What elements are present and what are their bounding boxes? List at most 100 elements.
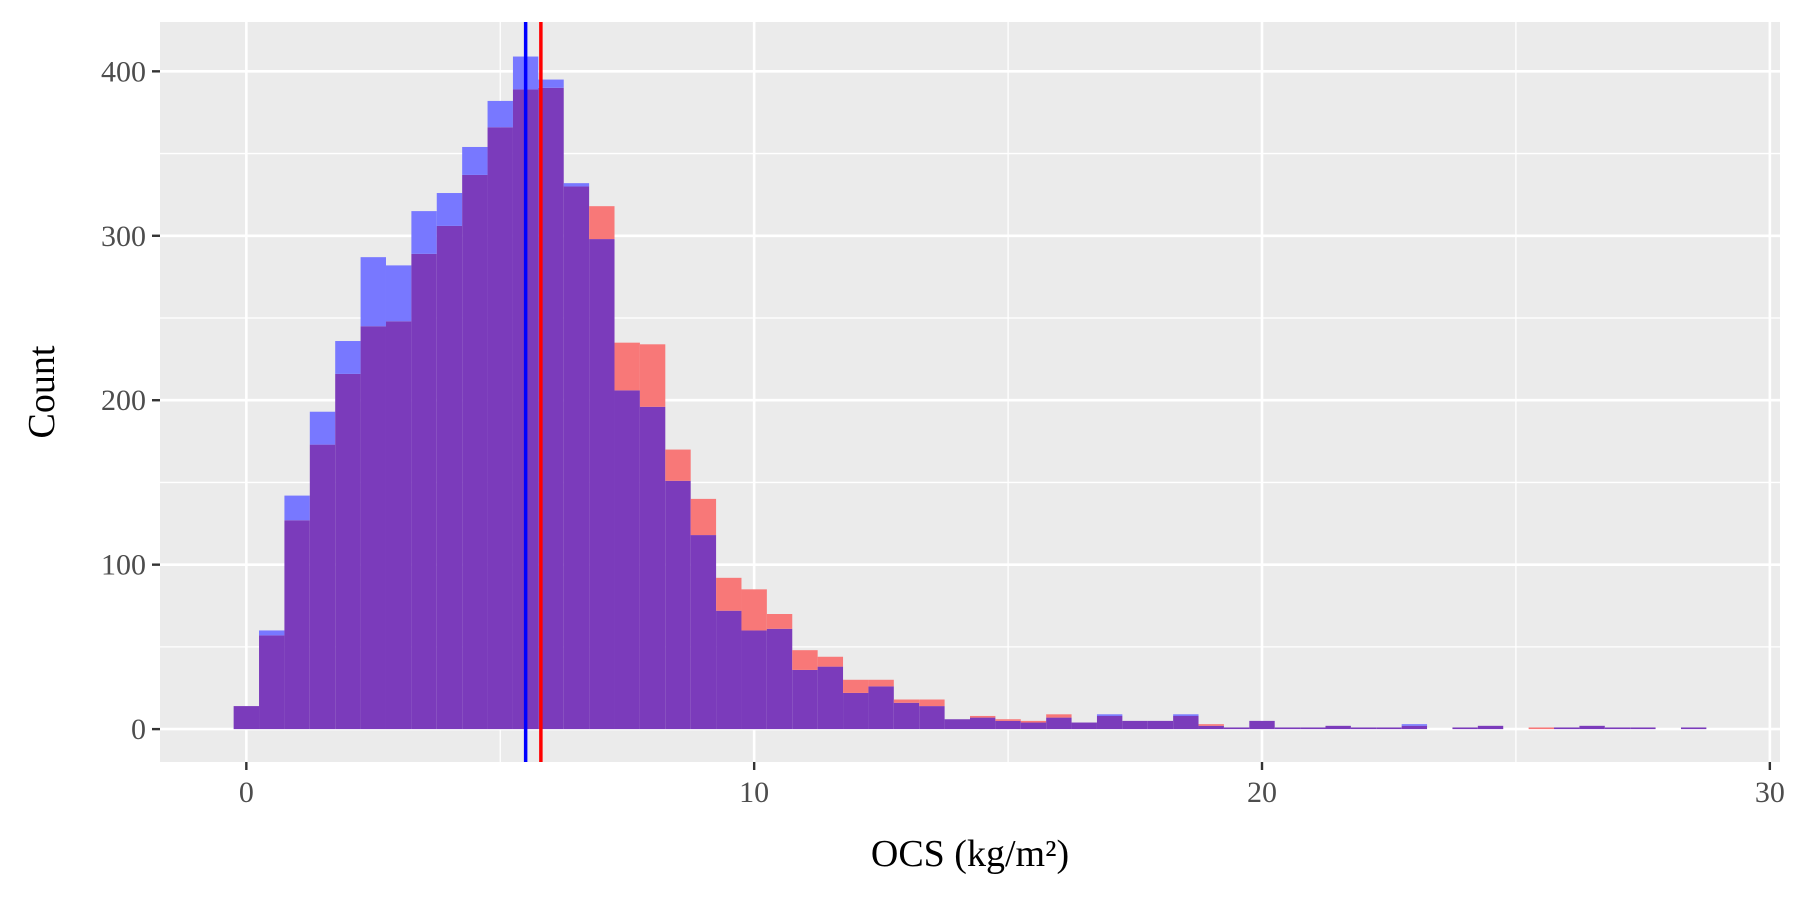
histogram-bar-overlap (766, 628, 793, 730)
histogram-bar-excess (1528, 727, 1555, 730)
histogram-bar-overlap (1300, 727, 1326, 730)
histogram-bar-excess (766, 614, 793, 629)
histogram-bar-overlap (1401, 725, 1428, 730)
histogram-bar-excess (817, 656, 844, 667)
histogram-bar-overlap (1122, 720, 1148, 730)
histogram-bar-overlap (614, 390, 640, 730)
histogram-bar-excess (970, 715, 996, 718)
y-tick-label: 0 (131, 713, 146, 746)
histogram-bar-overlap (1147, 720, 1174, 730)
x-axis-title: OCS (kg/m²) (871, 833, 1069, 875)
histogram-bar-overlap (944, 719, 970, 730)
histogram-bar-excess (259, 630, 285, 636)
histogram-bar-overlap (1376, 727, 1402, 730)
x-tick-label: 0 (239, 776, 254, 809)
histogram-bar-excess (893, 699, 920, 703)
histogram-bar-overlap (563, 186, 590, 730)
histogram-bar-excess (919, 699, 945, 707)
histogram-bar-overlap (639, 406, 666, 730)
histogram-bar-overlap (462, 174, 488, 730)
histogram-bar-excess (995, 719, 1021, 721)
histogram-bar-overlap (1630, 727, 1656, 730)
histogram-bar-excess (462, 146, 488, 175)
histogram-bar-overlap (1554, 727, 1580, 730)
histogram-bar-overlap (843, 692, 869, 730)
histogram-bar-excess (716, 577, 742, 611)
y-axis-title: Count (21, 345, 63, 438)
histogram-bar-overlap (1477, 725, 1504, 730)
histogram-bar-overlap (1071, 722, 1097, 730)
histogram-bar-excess (665, 449, 691, 481)
histogram-bar-excess (1020, 720, 1047, 723)
histogram-bar-overlap (741, 630, 767, 730)
histogram-bar-excess (335, 341, 361, 374)
histogram-bar-overlap (1173, 715, 1199, 730)
histogram-bar-excess (614, 342, 640, 391)
histogram-bar-excess (1096, 714, 1123, 716)
histogram-bar-excess (843, 679, 869, 693)
histogram-bar-overlap (970, 717, 996, 730)
histogram-bar-overlap (335, 373, 361, 730)
histogram-bar-overlap (665, 480, 691, 730)
histogram-bar-overlap (1274, 727, 1301, 730)
histogram-bar-excess (1046, 714, 1072, 718)
histogram-bar-overlap (309, 444, 336, 730)
histogram-bar-overlap (1680, 727, 1707, 730)
histogram-bar-overlap (1249, 720, 1275, 730)
histogram-bar-excess (792, 650, 818, 670)
histogram-bar-overlap (360, 326, 386, 730)
histogram-bar-excess (1401, 724, 1428, 726)
histogram-bar-excess (690, 498, 717, 536)
histogram-bar-overlap (716, 610, 742, 730)
histogram-bar-overlap (893, 702, 920, 730)
histogram-bar-overlap (1579, 725, 1605, 730)
histogram-bar-overlap (690, 535, 717, 730)
histogram-bar-overlap (1350, 727, 1377, 730)
histogram-bar-overlap (1325, 725, 1351, 730)
histogram-bar-overlap (259, 635, 285, 730)
histogram-bar-excess (436, 193, 463, 226)
histogram-bar-excess (868, 679, 894, 687)
histogram-bar-excess (360, 257, 386, 327)
histogram-bar-excess (589, 206, 615, 240)
x-tick-label: 20 (1247, 776, 1277, 809)
x-tick-label: 30 (1755, 776, 1785, 809)
histogram-bar-overlap (995, 720, 1021, 730)
histogram-bar-overlap (919, 706, 945, 730)
y-tick-label: 200 (101, 384, 146, 417)
histogram-bar-excess (639, 344, 666, 407)
histogram-bar-overlap (436, 225, 463, 730)
histogram-bar-excess (563, 183, 590, 187)
histogram-bar-overlap (589, 239, 615, 730)
histogram-bar-overlap (1046, 717, 1072, 730)
histogram-bar-overlap (1604, 727, 1631, 730)
histogram-bar-overlap (868, 686, 894, 730)
histogram-bar-excess (1173, 714, 1199, 716)
y-tick-label: 400 (101, 55, 146, 88)
y-tick-label: 300 (101, 220, 146, 253)
histogram-bar-overlap (817, 666, 844, 730)
histogram-bar-overlap (1096, 715, 1123, 730)
y-tick-label: 100 (101, 549, 146, 582)
mean-lines (523, 22, 543, 762)
major-gridlines (160, 22, 1780, 762)
histogram-bar-excess (284, 495, 310, 521)
histogram-bar-excess (487, 100, 513, 128)
histogram-bar-excess (385, 265, 412, 322)
histogram-bar-overlap (1198, 725, 1224, 730)
histogram-bar-excess (538, 79, 564, 88)
histogram-bar-overlap (792, 669, 818, 730)
histogram-bar-overlap (487, 127, 513, 730)
histogram-bar-overlap (411, 253, 437, 730)
histogram-bar-excess (741, 589, 767, 631)
x-tick-label: 10 (739, 776, 769, 809)
histogram-bar-overlap (1223, 727, 1250, 730)
histogram-bar-excess (309, 411, 336, 445)
histogram-bar-excess (411, 211, 437, 254)
histogram-bar-overlap (1020, 722, 1047, 730)
histogram-bar-overlap (385, 321, 412, 730)
histogram-bar-excess (1198, 724, 1224, 726)
histogram-bar-overlap (284, 520, 310, 730)
